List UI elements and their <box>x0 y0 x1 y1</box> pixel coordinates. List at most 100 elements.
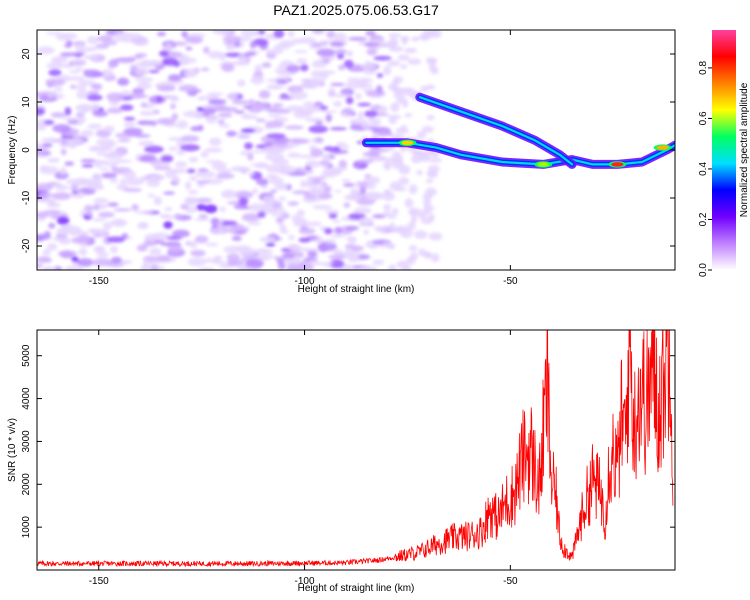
heatmap-cell <box>357 159 374 164</box>
heatmap-cell <box>42 249 51 256</box>
snr-point <box>514 492 515 493</box>
heatmap-cell <box>123 127 143 136</box>
bottom-x-tick-label: -50 <box>503 576 518 587</box>
heatmap-cell <box>240 128 256 133</box>
heatmap-cell <box>37 263 43 269</box>
heatmap-cell <box>74 44 86 52</box>
heatmap-cell <box>45 78 65 87</box>
heatmap-cell <box>266 133 286 139</box>
snr-point <box>559 535 560 536</box>
heatmap-cell <box>48 222 56 229</box>
heatmap-cell <box>47 94 54 98</box>
heatmap-cell <box>398 176 410 186</box>
heatmap-cell <box>371 132 380 139</box>
heatmap-cell <box>330 82 345 87</box>
heatmap-cell <box>186 196 198 206</box>
heatmap-cell <box>335 48 347 54</box>
heatmap-cell <box>81 164 94 168</box>
heatmap-cell <box>318 193 333 199</box>
heatmap-cell <box>226 253 240 261</box>
heatmap-cell <box>197 96 206 101</box>
heatmap-cell <box>146 180 161 187</box>
heatmap-cell <box>426 114 435 121</box>
heatmap-cell <box>388 44 396 52</box>
heatmap-cell <box>231 99 251 105</box>
snr-point <box>497 518 498 519</box>
heatmap-cell <box>222 192 232 196</box>
heatmap-cell <box>140 176 158 181</box>
heatmap-cell <box>176 149 186 156</box>
heatmap-cell <box>184 181 192 190</box>
heatmap-cell <box>64 265 84 270</box>
heatmap-cell <box>93 160 109 164</box>
heatmap-cell <box>38 95 58 103</box>
heatmap-cell <box>245 258 265 268</box>
heatmap-cell <box>93 246 105 253</box>
heatmap-cell <box>252 188 259 195</box>
heatmap-cell <box>213 255 223 260</box>
heatmap-cell <box>363 229 370 235</box>
heatmap-cell <box>344 244 356 249</box>
snr-point <box>180 563 181 564</box>
heatmap-cell <box>100 145 114 151</box>
heatmap-cell <box>364 110 378 118</box>
heatmap-cell <box>81 105 89 114</box>
heatmap-cell <box>219 52 226 62</box>
heatmap-cell <box>362 151 381 157</box>
heatmap-cell <box>239 247 257 257</box>
heatmap-cell <box>257 211 266 218</box>
snr-point <box>600 492 601 493</box>
top-x-tick-label: -150 <box>89 276 109 287</box>
heatmap-cell <box>358 181 368 187</box>
heatmap-cell <box>357 254 371 260</box>
heatmap-cell <box>254 162 269 169</box>
top-x-axis: -150 -100 -50 <box>89 30 518 287</box>
heatmap-cell <box>196 179 211 184</box>
heatmap-cell <box>60 148 67 156</box>
heatmap-cell <box>62 142 76 148</box>
heatmap-cell <box>197 168 209 172</box>
snr-point <box>539 488 540 489</box>
heatmap-cell <box>265 201 274 206</box>
heatmap-cell <box>185 36 204 44</box>
heatmap-cell <box>334 189 342 193</box>
heatmap-cell <box>289 91 308 100</box>
snr-series <box>37 330 674 568</box>
heatmap-cell <box>205 160 223 164</box>
heatmap-cell <box>428 232 443 241</box>
heatmap-cell <box>275 217 284 223</box>
heatmap-cell <box>139 110 155 116</box>
heatmap-cell <box>200 67 210 72</box>
colorbar-label: Normalized spectral amplitude <box>739 82 750 217</box>
snr-point <box>666 355 667 356</box>
heatmap-cell <box>404 198 414 208</box>
heatmap-cell <box>117 138 131 143</box>
heatmap-cell <box>190 126 202 132</box>
bottom-y-tick-label: 5000 <box>21 344 32 367</box>
heatmap-cell <box>224 52 244 58</box>
heatmap-cell <box>168 168 189 174</box>
heatmap-cell <box>358 217 374 226</box>
heatmap-cell <box>234 110 245 114</box>
heatmap-cell <box>388 37 399 47</box>
snr-point <box>395 557 396 558</box>
heatmap-cell <box>305 160 320 168</box>
heatmap-cell <box>402 98 409 108</box>
heatmap-cell <box>185 46 193 51</box>
heatmap-cell <box>306 176 327 180</box>
heatmap-cell <box>134 210 154 215</box>
heatmap-cell <box>352 162 361 169</box>
heatmap-cell <box>101 172 118 179</box>
heatmap-cell <box>270 213 285 217</box>
heatmap-cell <box>65 39 73 48</box>
colorbar-tick-label: 0.6 <box>698 111 709 125</box>
heatmap-cell <box>218 112 233 118</box>
heatmap-cell <box>383 65 392 76</box>
heatmap-cell <box>167 74 182 82</box>
heatmap-cell <box>247 221 262 226</box>
heatmap-cell <box>111 256 122 264</box>
heatmap-cell <box>42 267 57 270</box>
heatmap-cell <box>373 225 386 232</box>
snr-point <box>613 449 614 450</box>
heatmap-cell <box>343 59 354 69</box>
